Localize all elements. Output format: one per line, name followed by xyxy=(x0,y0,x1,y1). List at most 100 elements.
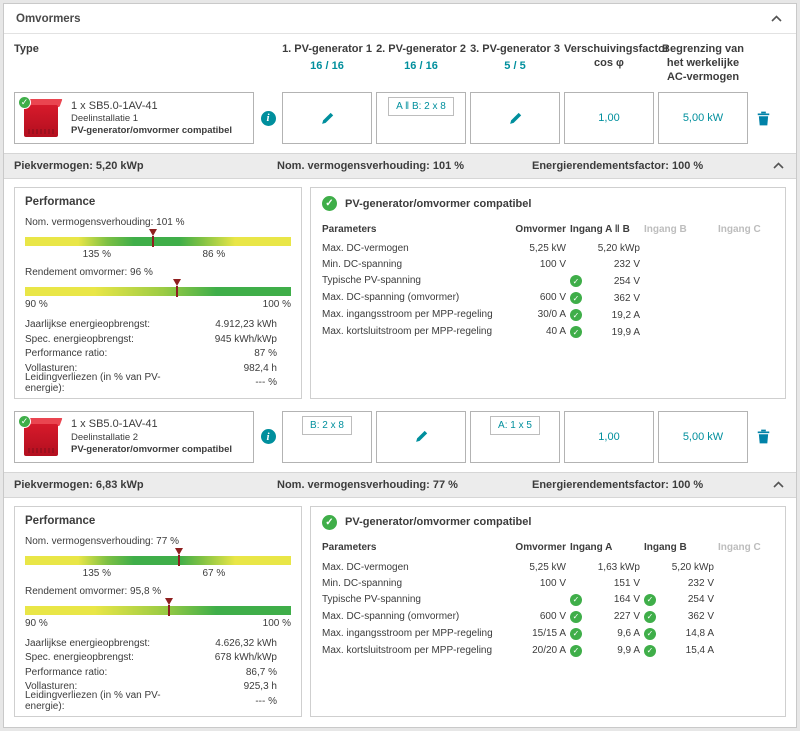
check-icon xyxy=(570,275,582,287)
cos-phi-cell[interactable]: 1,00 xyxy=(564,92,654,144)
ac-limit-cell[interactable]: 5,00 kW xyxy=(658,92,748,144)
param-omvormer-value: 600 V xyxy=(508,290,566,307)
compatibility-label: PV-generator/omvormer compatibel xyxy=(71,125,232,137)
ratio-tick-left: 135 % xyxy=(83,249,111,260)
param-omvormer-value: 20/20 A xyxy=(508,642,566,659)
efficiency-bar xyxy=(25,287,291,296)
collapse-detail-chevron-icon[interactable] xyxy=(771,158,786,174)
parameters-panel: PV-generator/omvormer compatibel Paramet… xyxy=(310,506,786,718)
ac-limit-value[interactable]: 5,00 kW xyxy=(683,112,723,124)
pv1-string-chip[interactable]: B: 2 x 8 xyxy=(302,416,352,435)
parameters-table: Parameters Omvormer Ingang A Ingang B In… xyxy=(322,540,774,660)
ratio-tick-left: 135 % xyxy=(83,568,111,579)
inverter-row-2: 1 x SB5.0-1AV-41 Deelinstallatie 2 PV-ge… xyxy=(4,409,796,472)
efficiency-tick-left: 90 % xyxy=(25,618,48,629)
col-omvormer: Omvormer xyxy=(508,221,566,241)
ac-limit-cell[interactable]: 5,00 kW xyxy=(658,411,748,463)
param-input-value: 362 V xyxy=(570,290,640,307)
col-ingang-a: Ingang A xyxy=(570,540,640,560)
pv3-config-cell[interactable] xyxy=(470,92,560,144)
pv1-config-cell[interactable] xyxy=(282,92,372,144)
efficiency-bar-label: Rendement omvormer: 95,8 % xyxy=(25,586,291,597)
collapse-detail-chevron-icon[interactable] xyxy=(771,477,786,493)
edit-pencil-icon[interactable] xyxy=(415,430,428,443)
param-label: Max. ingangsstroom per MPP-regeling xyxy=(322,307,504,324)
param-omvormer-value: 100 V xyxy=(508,257,566,273)
check-icon xyxy=(644,645,656,657)
column-pv-generator-2: 2. PV-generator 2 16 / 16 xyxy=(376,43,466,74)
check-icon xyxy=(18,415,31,428)
compatibility-status: PV-generator/omvormer compatibel xyxy=(322,515,774,530)
param-label: Min. DC-spanning xyxy=(322,575,504,591)
pv3-string-chip[interactable]: A: 1 x 5 xyxy=(490,416,540,435)
param-input-value: 15,4 A xyxy=(644,642,714,659)
peak-power: Piekvermogen: 5,20 kWp xyxy=(14,160,277,172)
edit-pencil-icon[interactable] xyxy=(321,112,334,125)
param-input-value: 254 V xyxy=(644,591,714,608)
col-ingang-a: Ingang A ‖ B xyxy=(570,221,640,241)
omvormers-panel: Omvormers Type 1. PV-generator 1 16 / 16… xyxy=(3,3,797,728)
check-icon xyxy=(570,611,582,623)
column-type: Type xyxy=(14,43,254,55)
check-icon xyxy=(322,196,337,211)
check-icon xyxy=(570,326,582,338)
column-pv-generator-1: 1. PV-generator 1 16 / 16 xyxy=(282,43,372,74)
performance-panel: Performance Nom. vermogensverhouding: 10… xyxy=(14,187,302,399)
parameters-table: Parameters Omvormer Ingang A ‖ B Ingang … xyxy=(322,221,774,341)
performance-panel: Performance Nom. vermogensverhouding: 77… xyxy=(14,506,302,718)
efficiency-marker xyxy=(173,279,181,297)
ratio-bar xyxy=(25,237,291,246)
pv2-config-cell: A ‖ B: 2 x 8 xyxy=(376,92,466,144)
pv2-module-count: 16 / 16 xyxy=(376,60,466,74)
param-input-value: 151 V xyxy=(570,575,640,591)
param-label: Min. DC-spanning xyxy=(322,257,504,273)
performance-title: Performance xyxy=(25,515,291,527)
param-label: Max. DC-vermogen xyxy=(322,559,504,575)
param-omvormer-value: 40 A xyxy=(508,324,566,341)
info-icon[interactable] xyxy=(261,111,276,126)
column-ac-limit: Begrenzing van het werkelijke AC-vermoge… xyxy=(658,43,748,84)
param-omvormer-value: 5,25 kW xyxy=(508,559,566,575)
param-label: Max. kortsluitstroom per MPP-regeling xyxy=(322,324,504,341)
edit-pencil-icon[interactable] xyxy=(509,112,522,125)
efficiency-tick-right: 100 % xyxy=(263,299,291,310)
ratio-bar xyxy=(25,556,291,565)
inverter-card-2[interactable]: 1 x SB5.0-1AV-41 Deelinstallatie 2 PV-ge… xyxy=(14,411,254,463)
pv2-string-chip[interactable]: A ‖ B: 2 x 8 xyxy=(388,97,454,116)
info-icon[interactable] xyxy=(261,429,276,444)
cos-phi-value[interactable]: 1,00 xyxy=(598,112,619,124)
summary-bar-1: Piekvermogen: 5,20 kWp Nom. vermogensver… xyxy=(4,153,796,179)
cos-phi-cell[interactable]: 1,00 xyxy=(564,411,654,463)
performance-stats: Jaarlijkse energieopbrengst:4.626,32 kWh… xyxy=(25,636,291,709)
check-icon xyxy=(644,594,656,606)
stat-row: Leidingverliezen (in % van PV-energie):-… xyxy=(25,694,291,709)
col-ingang-c: Ingang C xyxy=(718,540,774,560)
param-label: Typische PV-spanning xyxy=(322,273,504,290)
check-icon xyxy=(570,309,582,321)
collapse-panel-chevron-icon[interactable] xyxy=(769,11,784,27)
param-input-value: 254 V xyxy=(570,273,640,290)
ratio-bar-label: Nom. vermogensverhouding: 77 % xyxy=(25,536,291,547)
check-icon xyxy=(570,645,582,657)
param-omvormer-value: 30/0 A xyxy=(508,307,566,324)
compatibility-status: PV-generator/omvormer compatibel xyxy=(322,196,774,211)
detail-section-1: Performance Nom. vermogensverhouding: 10… xyxy=(4,179,796,409)
ac-limit-value[interactable]: 5,00 kW xyxy=(683,431,723,443)
nominal-power-ratio: Nom. vermogensverhouding: 77 % xyxy=(277,479,532,491)
stat-row: Spec. energieopbrengst:678 kWh/kWp xyxy=(25,650,291,665)
subinstallation-label: Deelinstallatie 2 xyxy=(71,432,232,444)
inverter-card-1[interactable]: 1 x SB5.0-1AV-41 Deelinstallatie 1 PV-ge… xyxy=(14,92,254,144)
cos-phi-value[interactable]: 1,00 xyxy=(598,431,619,443)
efficiency-marker xyxy=(165,598,173,616)
param-label: Max. DC-spanning (omvormer) xyxy=(322,608,504,625)
pv2-config-cell[interactable] xyxy=(376,411,466,463)
param-input-value: 19,2 A xyxy=(570,307,640,324)
peak-power: Piekvermogen: 6,83 kWp xyxy=(14,479,277,491)
panel-title: Omvormers xyxy=(16,13,81,25)
energy-efficiency-factor: Energierendementsfactor: 100 % xyxy=(532,160,772,172)
param-input-value: 227 V xyxy=(570,608,640,625)
delete-inverter-button[interactable] xyxy=(752,92,774,144)
delete-inverter-button[interactable] xyxy=(752,411,774,463)
ratio-bar-label: Nom. vermogensverhouding: 101 % xyxy=(25,217,291,228)
param-input-value: 5,20 kWp xyxy=(644,559,714,575)
